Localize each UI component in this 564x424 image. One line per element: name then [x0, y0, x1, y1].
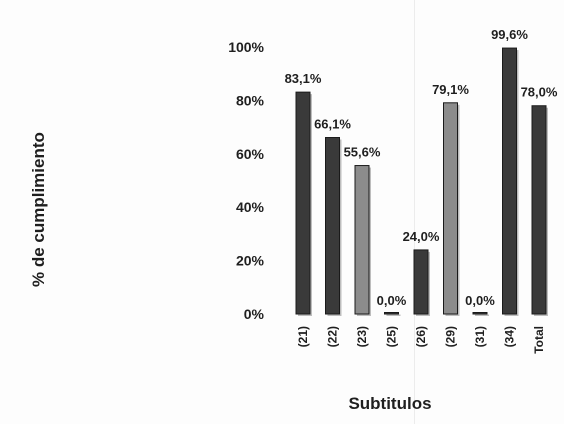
data-label: 0,0% — [465, 293, 495, 308]
y-tick-label: 40% — [236, 199, 265, 215]
bar — [472, 312, 488, 315]
y-tick-label: 0% — [244, 306, 265, 322]
bar — [443, 102, 458, 315]
x-tick-label: Total — [532, 326, 546, 354]
x-tick-label: (29) — [444, 326, 458, 347]
y-tick-label: 100% — [228, 39, 264, 55]
data-label: 79,1% — [432, 82, 469, 97]
bar — [531, 105, 547, 315]
bar-shadow — [386, 314, 401, 316]
y-axis-title: % de cumplimiento — [29, 132, 48, 287]
data-label: 99,6% — [491, 27, 528, 42]
bar — [384, 312, 399, 315]
y-tick-label: 20% — [236, 253, 265, 269]
bar — [325, 137, 340, 315]
scan-artifact-line — [414, 0, 415, 424]
data-label: 83,1% — [285, 71, 322, 86]
y-tick-label: 60% — [236, 146, 265, 162]
x-tick-label: (23) — [355, 326, 369, 347]
data-label: 24,0% — [403, 229, 440, 244]
data-label: 78,0% — [521, 85, 558, 100]
x-tick-label: (25) — [385, 326, 399, 347]
y-tick-label: 80% — [236, 92, 265, 108]
x-tick-label: (34) — [503, 326, 517, 347]
x-tick-label: (21) — [296, 326, 310, 347]
x-tick-label: (26) — [414, 326, 428, 347]
data-label: 0,0% — [377, 293, 407, 308]
data-label: 66,1% — [314, 117, 351, 132]
bar-shadow — [475, 314, 489, 316]
bar — [413, 249, 429, 315]
x-tick-label: (22) — [326, 326, 340, 347]
bar — [502, 47, 517, 315]
x-axis-title: Subtitulos — [348, 394, 432, 413]
bar — [295, 91, 311, 315]
data-label: 55,6% — [344, 145, 381, 160]
bar — [354, 165, 370, 315]
x-tick-label: (31) — [473, 326, 487, 347]
